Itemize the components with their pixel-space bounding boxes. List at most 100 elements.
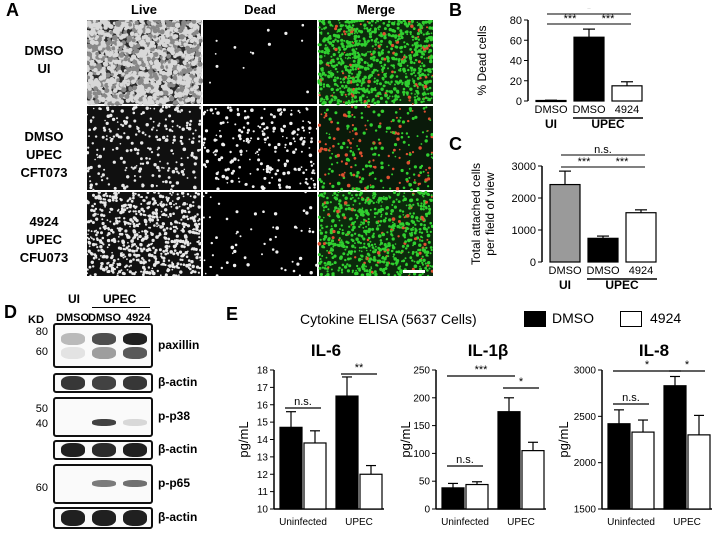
cell-dot (165, 227, 169, 230)
lane-label-2: DMSO (88, 312, 121, 324)
cell-dot (412, 203, 415, 206)
cell-dot (336, 230, 341, 234)
cell-dot (164, 208, 168, 212)
cell-dot (410, 231, 413, 234)
cell-dot (178, 105, 180, 107)
blot-label: β-actin (158, 442, 198, 456)
cell-dot (126, 207, 129, 210)
cell-dot (170, 149, 174, 153)
cell-dot (404, 81, 407, 84)
cell-dot (424, 262, 427, 265)
cell-dot (133, 147, 138, 151)
cell-dot (387, 255, 390, 258)
cell-dot (357, 35, 361, 39)
cell-dot (362, 226, 365, 229)
cell-dot (359, 23, 362, 26)
cell-dot (192, 218, 196, 221)
cell-dot (115, 146, 119, 150)
cell-dot (412, 241, 417, 245)
cell-dot (151, 64, 156, 69)
cell-dot (328, 133, 331, 136)
cell-dot (171, 125, 174, 128)
cell-dot (354, 105, 358, 109)
blot-label: p-p65 (158, 476, 191, 490)
cell-dot (353, 55, 358, 60)
cell-dot (426, 192, 430, 196)
cell-dot (176, 124, 179, 127)
cell-dot (370, 87, 373, 90)
cell-dot (339, 145, 344, 150)
cell-dot (339, 28, 342, 31)
cell-dot (393, 101, 395, 104)
cell-dot (387, 126, 391, 130)
cell-dot (384, 91, 387, 95)
cell-dot (167, 167, 171, 170)
cell-dot (92, 193, 95, 197)
cell-dot (427, 130, 429, 132)
cell-dot (189, 195, 192, 198)
cell-dot (408, 273, 411, 275)
cell-dot (261, 130, 264, 133)
cell-dot (359, 223, 362, 226)
cell-dot (167, 216, 170, 218)
cell-dot (323, 216, 325, 219)
row-label-4924-upec: 4924 UPEC CFU073 (19, 214, 69, 265)
cell-dot (395, 198, 398, 201)
cell-dot (429, 198, 433, 202)
cell-dot (212, 112, 214, 115)
cell-dot (117, 69, 123, 75)
cell-dot (391, 167, 395, 171)
micrograph-cell (317, 20, 433, 106)
cell-dot (429, 119, 432, 122)
cell-dot (246, 131, 249, 134)
cell-dot (171, 261, 173, 264)
cell-dot (406, 42, 409, 46)
cell-dot (416, 135, 419, 138)
cell-dot (373, 207, 377, 211)
cell-dot (378, 141, 382, 145)
cell-dot (189, 242, 192, 245)
cell-dot (421, 72, 425, 76)
cell-dot (274, 172, 278, 176)
cell-dot (153, 190, 156, 194)
cell-dot (106, 246, 109, 249)
cell-dot (413, 272, 417, 276)
cell-dot (374, 193, 377, 196)
cell-dot (371, 246, 375, 249)
cell-dot (344, 57, 347, 59)
cell-dot (385, 72, 388, 75)
cell-dot (170, 61, 175, 65)
cell-dot (429, 230, 432, 233)
cell-dot (137, 210, 141, 213)
cell-dot (179, 34, 185, 40)
cell-dot (151, 267, 154, 270)
cell-dot (109, 30, 114, 36)
cell-dot (317, 242, 322, 246)
cell-dot (342, 113, 347, 117)
cell-dot (372, 58, 376, 62)
cell-dot (139, 175, 142, 178)
cell-dot (360, 234, 364, 238)
cell-dot (351, 52, 355, 55)
significance-label: *** (578, 156, 592, 168)
cell-dot (151, 242, 154, 245)
cell-dot (419, 207, 423, 211)
cell-dot (309, 160, 313, 164)
cell-dot (95, 26, 100, 31)
cell-dot (345, 45, 349, 49)
cell-dot (410, 205, 413, 208)
cell-dot (179, 64, 184, 69)
cell-dot (375, 211, 379, 215)
cell-dot (410, 69, 413, 72)
cell-dot (360, 221, 363, 224)
cell-dot (214, 53, 217, 55)
cell-dot (157, 192, 160, 195)
cell-dot (340, 224, 343, 227)
cell-dot (361, 196, 363, 199)
cell-dot (172, 225, 175, 228)
cell-dot (111, 254, 114, 258)
cell-dot (322, 242, 326, 246)
cell-dot (324, 205, 328, 208)
cell-dot (374, 43, 378, 46)
cell-dot (404, 257, 407, 260)
